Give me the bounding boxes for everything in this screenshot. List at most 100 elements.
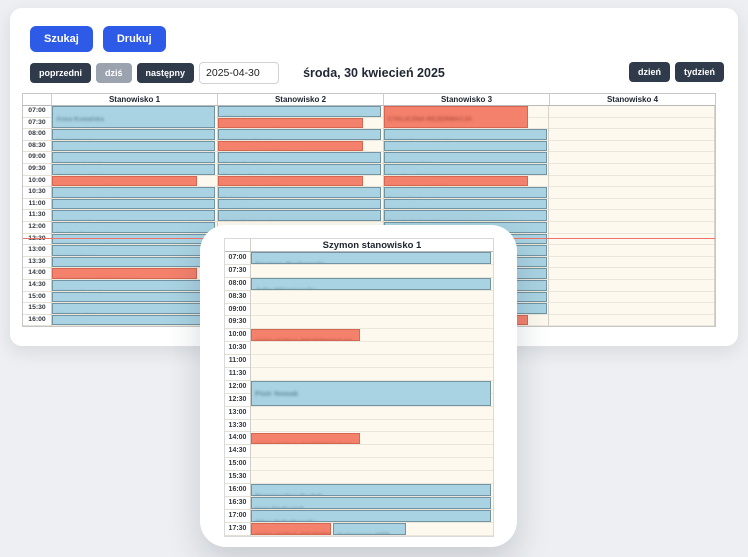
schedule-slot[interactable] <box>549 233 714 246</box>
reservation-label: Zofia Lis <box>222 197 249 198</box>
reservation-block[interactable]: Damian Ostrowski <box>217 164 381 175</box>
schedule-slot[interactable] <box>549 163 714 176</box>
reservation-block[interactable]: Rafał Włodarczyk <box>383 187 547 198</box>
station-column: Anna Kowalska Piotr Nowak Katarzyna Wiśnie… <box>52 106 218 327</box>
reservation-block[interactable]: Emilia Chmielewska <box>383 198 547 210</box>
reservation-block[interactable]: Tomasz Wójcik <box>52 152 216 163</box>
schedule-slot[interactable] <box>251 419 493 433</box>
reservation-block[interactable]: Agnieszka Zielińska <box>52 198 216 210</box>
recurring-reservation-block[interactable]: CYKLICZNA REZERWACJA <box>251 432 360 445</box>
reservation-block[interactable]: Julia Wiśniewska <box>251 277 491 290</box>
recurring-reservation-block[interactable]: CYKLICZNA REZERWACJA <box>217 175 363 187</box>
schedule-slot[interactable] <box>549 117 714 130</box>
reservation-block[interactable]: Katarzyna Wiśniewska <box>52 140 216 152</box>
recurring-reservation-block[interactable]: CYKLICZNA REZERWACJA <box>52 175 197 187</box>
reservation-label: Agnieszka Zielińska <box>56 209 118 210</box>
reservation-label: CYKLICZNA REZERWACJA <box>255 531 330 534</box>
time-label: 08:00 <box>23 129 51 141</box>
reservation-block[interactable]: Martyna Wróbel <box>383 140 547 152</box>
reservation-block[interactable]: Przemysław Dudek <box>251 484 491 497</box>
time-label: 08:00 <box>225 278 250 291</box>
schedule-slot[interactable] <box>251 264 493 278</box>
reservation-block[interactable]: Szymon Borkowski <box>251 252 491 264</box>
search-button[interactable]: Szukaj <box>30 26 93 52</box>
schedule-slot[interactable] <box>549 152 714 164</box>
reservation-block[interactable]: Natalia Górska <box>52 245 216 256</box>
schedule-slot[interactable] <box>549 198 714 211</box>
recurring-reservation-block[interactable]: CYKLICZNA REZERWACJA <box>217 140 363 152</box>
reservation-block[interactable]: Michał Lewandowski <box>52 187 216 198</box>
reservation-block[interactable]: Bartosz Michalski <box>52 291 216 303</box>
reservation-block[interactable]: Joanna Pawlak <box>52 280 216 291</box>
schedule-slot[interactable] <box>251 355 493 369</box>
station-column: Szymon Borkowski Julia Wiśniewska CYKLICZN… <box>251 252 493 536</box>
schedule-slot[interactable] <box>549 140 714 153</box>
schedule-slot[interactable] <box>251 303 493 317</box>
reservation-block[interactable]: Katarzyna Wilk <box>333 522 406 535</box>
schedule-slot[interactable] <box>549 314 714 327</box>
reservation-block[interactable]: Patryk Sadowski <box>383 210 547 221</box>
reservation-block[interactable]: Anna Kowalska <box>52 106 216 129</box>
recurring-reservation-block[interactable]: CYKLICZNA REZERWACJA <box>383 106 529 129</box>
week-view-button[interactable]: tydzień <box>674 62 724 82</box>
print-button[interactable]: Drukuj <box>102 26 166 52</box>
schedule-slot[interactable] <box>549 256 714 269</box>
recurring-reservation-block[interactable]: CYKLICZNA REZERWACJA <box>251 522 331 535</box>
reservation-block[interactable]: Andrzej Baran <box>52 314 216 326</box>
schedule-slot[interactable] <box>549 106 714 118</box>
schedule-slot[interactable] <box>251 290 493 304</box>
reservation-block[interactable]: Alicja Jankowska <box>217 106 381 117</box>
schedule-slot[interactable] <box>549 187 714 199</box>
time-label: 14:00 <box>23 268 51 280</box>
reservation-block[interactable]: Wiktoria Zając <box>52 303 216 314</box>
reservation-block[interactable]: Karolina Walczak <box>383 164 547 175</box>
time-label: 13:00 <box>225 407 250 420</box>
schedule-slot[interactable] <box>549 129 714 141</box>
schedule-slot[interactable] <box>251 445 493 459</box>
schedule-slot[interactable] <box>549 221 714 234</box>
schedule-slot[interactable] <box>549 245 714 257</box>
reservation-block[interactable]: Grzegorz Sikora <box>217 129 381 140</box>
schedule-slot[interactable] <box>251 406 493 420</box>
schedule-slot[interactable] <box>549 303 714 315</box>
recurring-reservation-block[interactable]: CYKLICZNA REZERWACJA <box>383 175 529 187</box>
schedule-slot[interactable] <box>549 210 714 222</box>
reservation-block[interactable]: Piotr Nowak <box>251 381 491 406</box>
time-label: 08:30 <box>23 141 51 153</box>
time-label: 11:30 <box>225 368 250 381</box>
date-input[interactable] <box>199 62 280 84</box>
schedule-slot[interactable] <box>549 291 714 304</box>
reservation-block[interactable]: Krzysztof Szymański <box>52 210 216 221</box>
schedule-slot[interactable] <box>251 471 493 485</box>
schedule-slot[interactable] <box>251 368 493 381</box>
reservation-label: Tomasz Wójcik <box>56 162 102 163</box>
today-button[interactable]: dziś <box>96 63 132 83</box>
recurring-reservation-block[interactable]: CYKLICZNA REZERWACJA <box>251 329 360 342</box>
reservation-block[interactable]: Zofia Lis <box>217 187 381 198</box>
reservation-block[interactable]: Sebastian Bąk <box>383 152 547 163</box>
schedule-slot[interactable] <box>549 279 714 292</box>
recurring-reservation-block[interactable]: CYKLICZNA REZERWACJA <box>52 268 197 279</box>
schedule-slot[interactable] <box>251 316 493 330</box>
reservation-block[interactable]: Weronika Kubiak <box>217 152 381 163</box>
reservation-block[interactable]: Piotr Nowak <box>52 129 216 140</box>
schedule-slot[interactable] <box>549 268 714 280</box>
schedule-slot[interactable] <box>549 175 714 188</box>
station-detail-modal: Szymon stanowisko 1 07:00 07:30 08:00 08:30 0… <box>200 225 517 547</box>
time-label: 14:30 <box>225 445 250 459</box>
reservation-block[interactable]: Igor Stefaniak <box>251 497 491 509</box>
reservation-block[interactable]: Maria Kamińska <box>52 164 216 175</box>
reservation-block[interactable]: Monika Dąbrowska <box>52 222 216 233</box>
reservation-block[interactable]: Klara Malinowska <box>217 210 381 221</box>
next-day-button[interactable]: następny <box>136 63 195 83</box>
reservation-block[interactable]: Paweł Nowicki <box>217 198 381 210</box>
previous-day-button[interactable]: poprzedni <box>30 63 91 83</box>
reservation-block[interactable]: Daniel Tomaszewski <box>383 129 547 140</box>
time-label: 17:00 <box>225 510 250 523</box>
recurring-reservation-block[interactable]: CYKLICZNA REZERWACJA <box>217 117 363 129</box>
reservation-block[interactable]: Olga Sokołowska <box>251 510 491 522</box>
day-view-button[interactable]: dzień <box>628 62 670 82</box>
reservation-block[interactable]: Marek Król <box>52 256 216 268</box>
schedule-slot[interactable] <box>251 342 493 356</box>
schedule-slot[interactable] <box>251 458 493 472</box>
